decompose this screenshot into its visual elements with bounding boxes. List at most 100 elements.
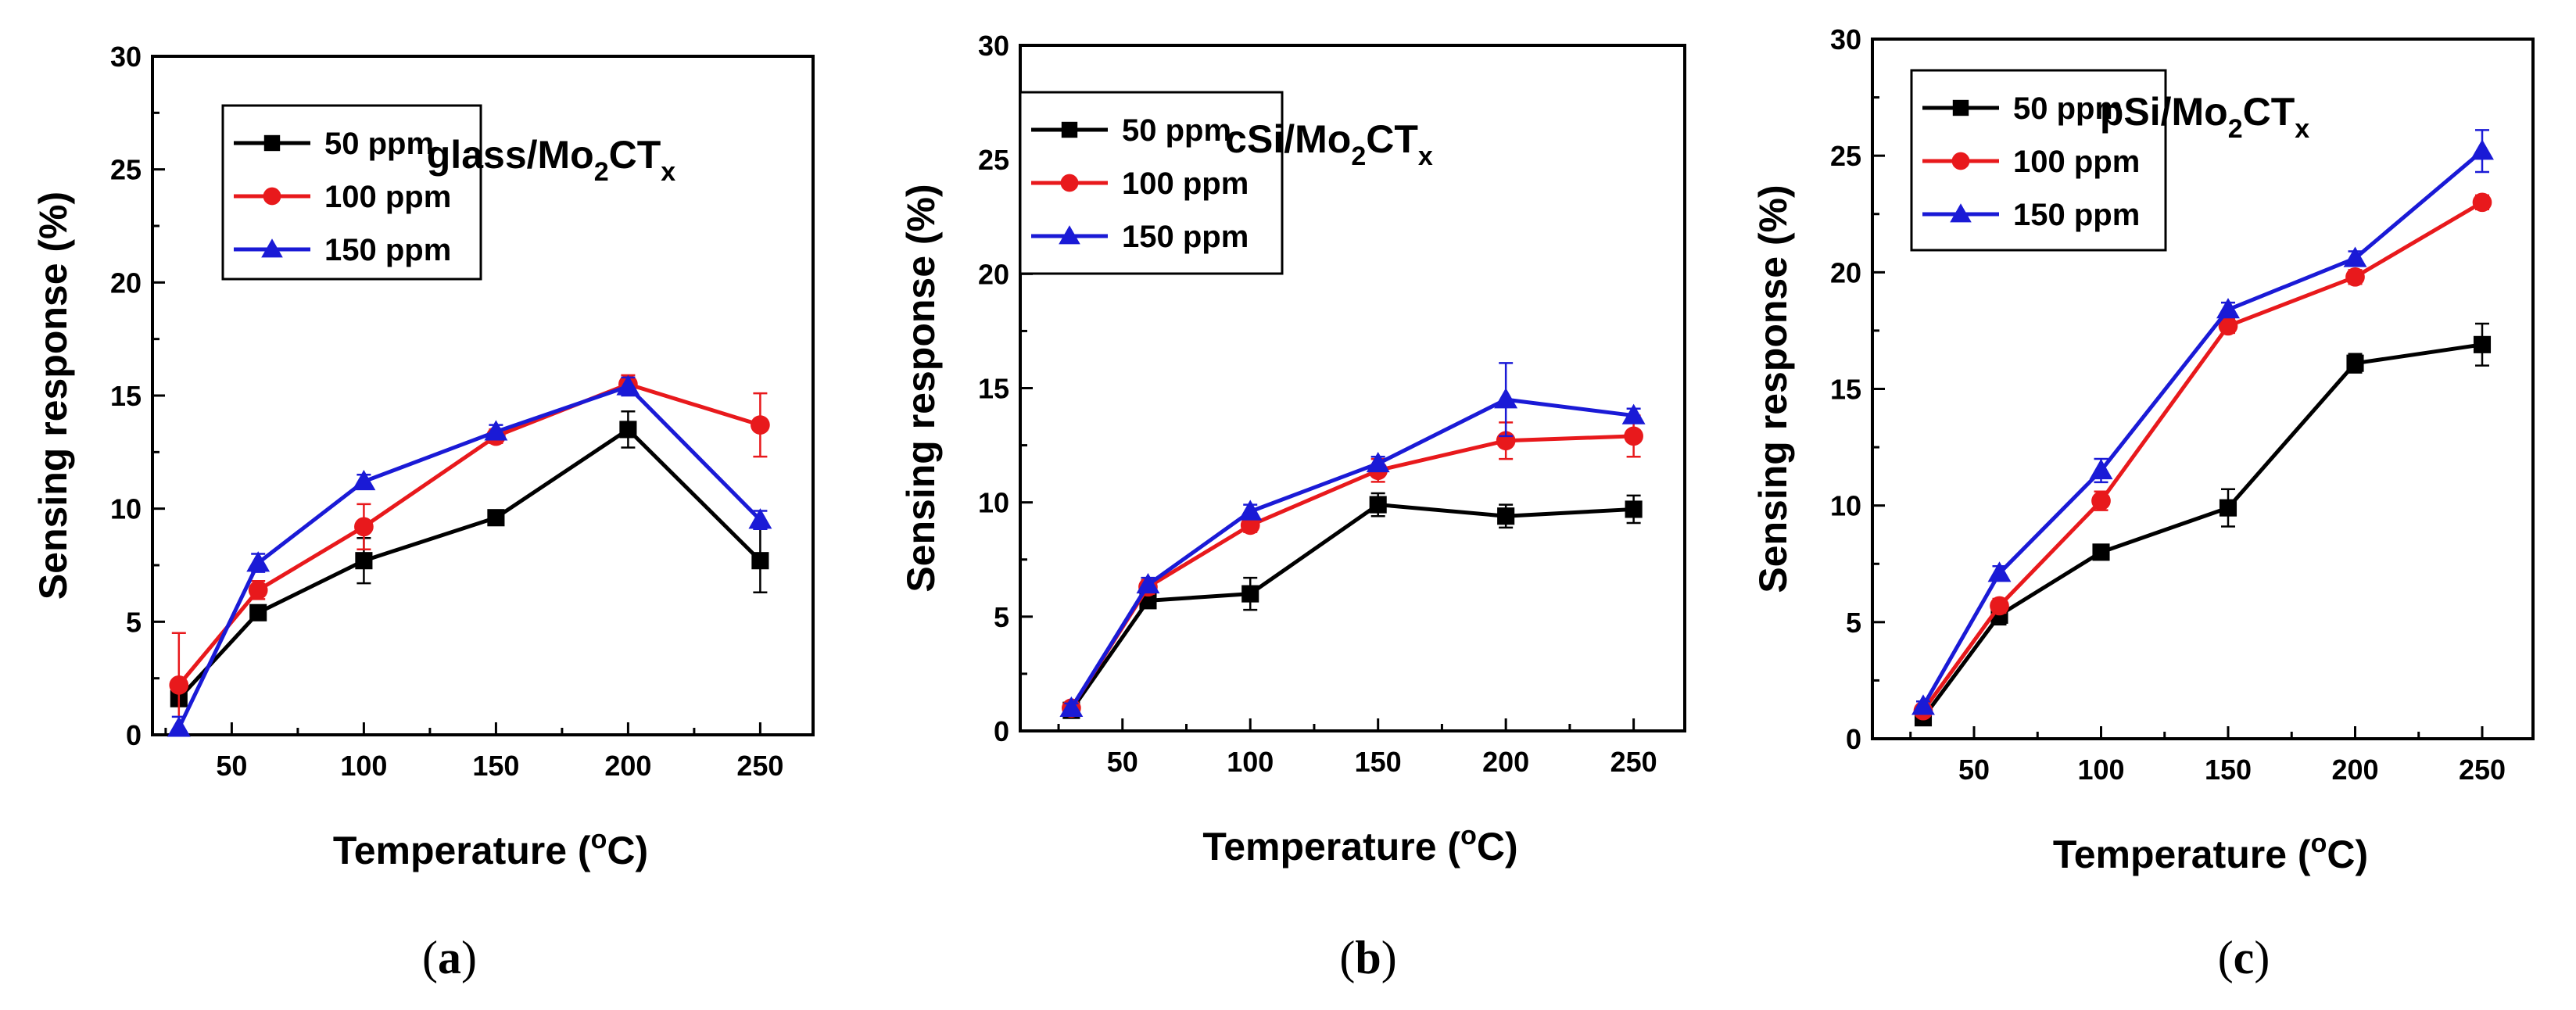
marker-square (487, 509, 505, 527)
chart-title-sub: x (661, 157, 675, 187)
x-tick-label: 150 (472, 750, 519, 782)
marker-circle (1951, 152, 1970, 170)
marker-circle (248, 580, 268, 600)
y-tick-label: 0 (1846, 723, 1861, 755)
chart-title: cSi/Mo2CTx (1225, 117, 1433, 171)
x-axis-label-degree: o (1460, 821, 1477, 851)
panel-label-paren: ) (1381, 932, 1397, 983)
legend-entry: 50 ppm (1122, 113, 1231, 148)
marker-circle (2218, 316, 2238, 336)
y-tick-label: 10 (1830, 490, 1861, 522)
marker-circle (751, 415, 770, 435)
marker-triangle (352, 469, 376, 491)
marker-triangle (1950, 203, 1972, 223)
marker-triangle (748, 508, 772, 529)
series-2 (1913, 192, 2492, 721)
marker-square (1952, 99, 1969, 116)
marker-triangle (1238, 500, 1263, 521)
panel-label-paren: ) (461, 932, 477, 983)
panel-label-paren: ( (2218, 932, 2234, 983)
marker-square (619, 421, 637, 439)
x-axis-label-text: Temperature ( (2053, 833, 2311, 876)
marker-triangle (167, 716, 191, 737)
marker-square (1625, 500, 1643, 518)
chart-title: glass/Mo2CTx (427, 133, 676, 187)
x-axis-label-text: Temperature ( (1202, 825, 1460, 869)
series-line (1921, 149, 2484, 707)
panel-label-paren: ) (2254, 932, 2270, 983)
y-tick-label: 10 (110, 493, 142, 525)
panel-label-letter: c (2234, 932, 2255, 983)
marker-square (263, 134, 281, 152)
y-tick-label: 25 (978, 144, 1009, 176)
series-line (1069, 503, 1634, 712)
chart-title-sub: 2 (594, 157, 609, 187)
chart-title-text: cSi/Mo (1225, 117, 1351, 161)
marker-square (1369, 496, 1387, 514)
marker-square (2219, 499, 2237, 517)
y-axis-label: Sensing response (%) (899, 184, 943, 592)
y-axis-label: Sensing response (%) (1751, 184, 1795, 593)
x-tick-label: 50 (216, 750, 247, 782)
marker-square (1241, 585, 1259, 603)
series-3 (167, 374, 772, 737)
chart-title-sub: 2 (1351, 141, 1366, 171)
chart-panel-c: 0 5 10 15 20 25 30 50 100 150 200 250 Temperature (o… (1751, 23, 2535, 983)
chart-title-text: glass/Mo (427, 133, 594, 177)
legend-entry: 100 ppm (1122, 167, 1249, 201)
series-line (1069, 434, 1634, 710)
x-tick-label: 250 (1610, 746, 1657, 778)
marker-triangle (2216, 298, 2240, 319)
series-3 (1059, 362, 1646, 717)
y-tick-label: 25 (1830, 140, 1861, 172)
legend-entry: 100 ppm (324, 180, 451, 214)
y-axis-label: Sensing response (%) (31, 192, 75, 600)
chart-title-text: pSi/Mo (2100, 90, 2228, 134)
series-line (177, 382, 761, 686)
marker-square (1497, 507, 1515, 525)
marker-triangle (246, 551, 270, 572)
series-1 (1062, 492, 1643, 719)
chart-title-text: CT (609, 133, 661, 177)
marker-square (1061, 121, 1078, 138)
chart-title-sub: x (2295, 114, 2309, 144)
x-axis-label-unit: C) (607, 829, 648, 872)
y-tick-label: 20 (110, 267, 142, 299)
x-tick-label: 50 (1958, 754, 1990, 786)
marker-circle (1240, 515, 1260, 535)
y-tick-label: 20 (978, 258, 1009, 290)
panel-label: (a) (422, 932, 477, 983)
marker-triangle (1366, 452, 1390, 473)
x-axis-label: Temperature (oC) (2053, 829, 2368, 876)
marker-triangle (2470, 139, 2494, 160)
marker-triangle (1059, 696, 1084, 717)
y-tick-label: 20 (1830, 256, 1861, 288)
marker-triangle (1987, 561, 2012, 582)
x-tick-label: 100 (1227, 746, 1274, 778)
marker-circle (2091, 491, 2111, 511)
y-tick-label: 15 (1830, 374, 1861, 406)
panel-label-letter: a (438, 932, 461, 983)
y-tick-label: 5 (1846, 607, 1861, 639)
chart-title-sub: x (1418, 141, 1433, 171)
legend-entry: 50 ppm (2013, 91, 2123, 126)
marker-square (249, 603, 267, 621)
marker-triangle (2089, 458, 2113, 480)
chart-panel-b: 0 5 10 15 20 25 30 50 100 150 200 250 Temperature (o… (899, 30, 1686, 983)
panel-label-letter: b (1355, 932, 1381, 983)
x-tick-label: 200 (2331, 754, 2378, 786)
panel-label: (b) (1339, 932, 1396, 983)
y-tick-label: 30 (110, 41, 142, 73)
x-tick-label: 200 (1482, 746, 1529, 778)
marker-circle (263, 187, 281, 206)
legend: 50 ppm 100 ppm 150 ppm (1910, 69, 2167, 252)
x-tick-label: 100 (340, 750, 387, 782)
legend-entry: 150 ppm (1122, 220, 1249, 254)
marker-triangle (1621, 403, 1646, 424)
series-line (1921, 200, 2484, 712)
chart-title-sub: 2 (2228, 114, 2243, 144)
y-tick-label: 10 (978, 487, 1009, 519)
x-tick-label: 50 (1107, 746, 1138, 778)
x-axis-label-degree: o (2311, 829, 2327, 858)
